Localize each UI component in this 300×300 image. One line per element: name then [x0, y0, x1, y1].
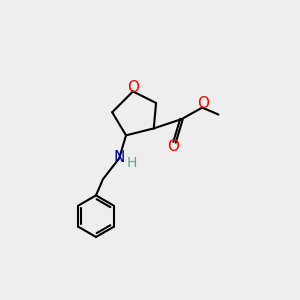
Text: O: O — [197, 96, 209, 111]
Text: O: O — [167, 140, 179, 154]
Text: H: H — [127, 156, 137, 170]
Text: O: O — [127, 80, 139, 95]
Text: N: N — [114, 151, 125, 166]
